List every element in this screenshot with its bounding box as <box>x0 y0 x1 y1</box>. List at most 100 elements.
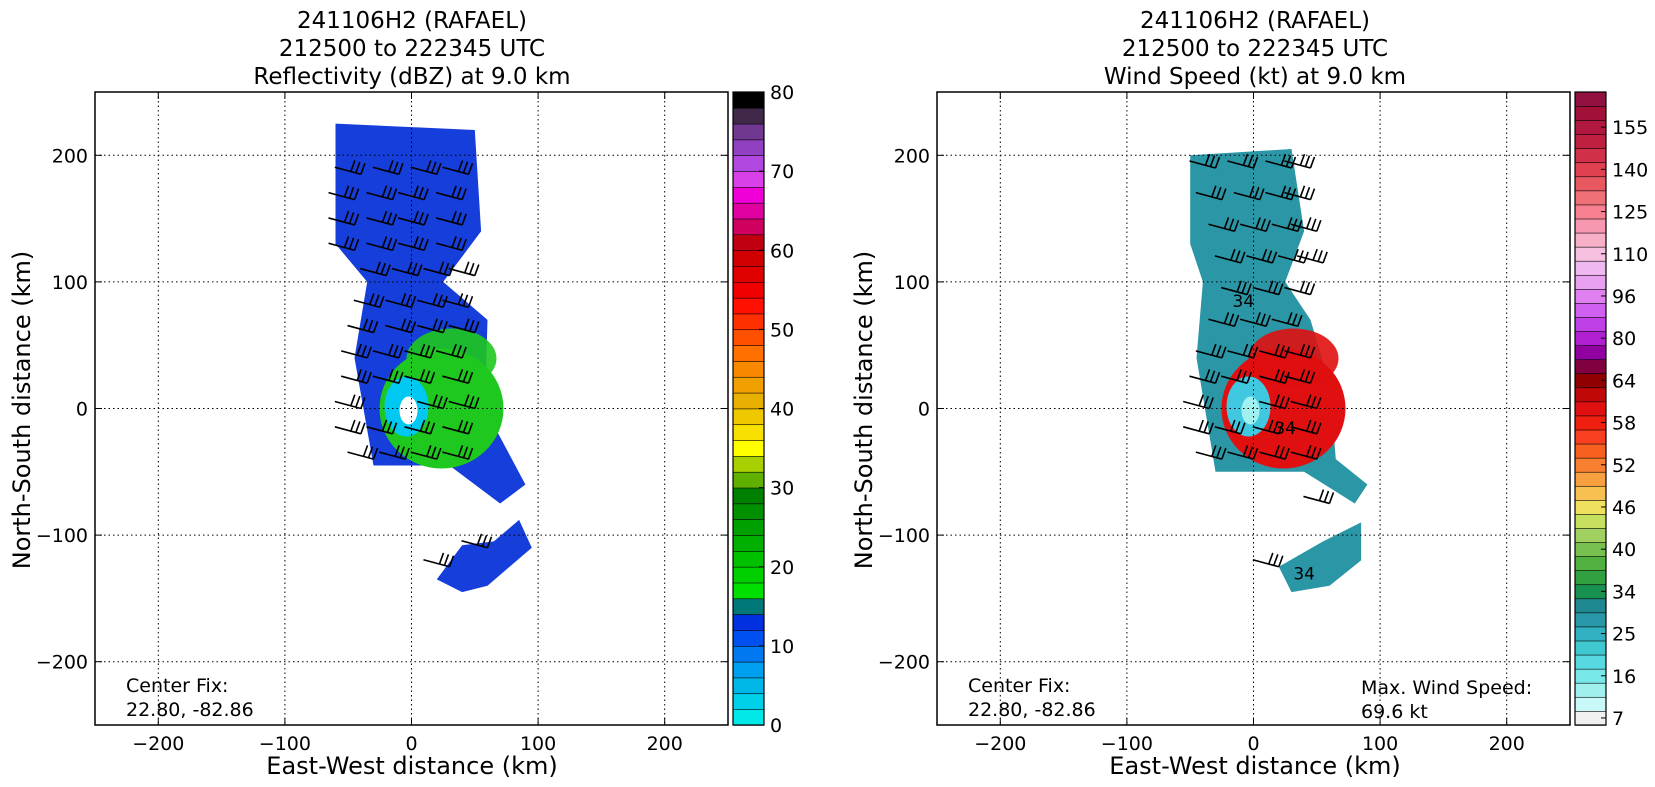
wind-barb-flag <box>1214 156 1221 169</box>
wind-barb-flag <box>398 346 404 359</box>
colorbar-cell <box>732 202 765 220</box>
colorbar-tick-label: 10 <box>770 636 794 658</box>
eye-core <box>1241 396 1260 425</box>
wind-barb-flag <box>467 422 474 435</box>
colorbar-cell <box>1574 302 1607 318</box>
wind-barb-flag <box>388 369 394 381</box>
wind-barb-flag <box>457 419 464 432</box>
wind-barb <box>1239 312 1271 327</box>
wind-barb-flag <box>424 421 431 433</box>
wind-barb-flag <box>469 262 475 275</box>
wind-barb-flag <box>1311 446 1317 459</box>
wind-barb <box>435 236 467 252</box>
colorbar-cell <box>1574 471 1607 487</box>
colorbar-cell <box>732 598 765 615</box>
wind-barb-flag <box>1292 218 1298 231</box>
wind-barb <box>410 160 442 176</box>
center-fix-annotation: Center Fix: 22.80, -82.86 <box>968 675 1096 721</box>
wind-barb <box>1284 369 1316 384</box>
wind-barb-flag <box>353 188 360 200</box>
wind-barb <box>353 293 385 308</box>
wind-barb-flag <box>1274 369 1280 381</box>
colorbar-tick-label: 96 <box>1612 286 1636 308</box>
wind-barb-flag <box>1299 185 1306 198</box>
wind-barb-flag <box>442 397 448 409</box>
wind-barb <box>461 533 493 549</box>
wind-barb-flag <box>438 552 445 565</box>
wind-barb-flag <box>461 188 467 200</box>
colorbar-cell <box>1574 232 1607 248</box>
colorbar-cell <box>1574 133 1607 149</box>
x-tick-label: 100 <box>520 733 556 755</box>
wind-barb <box>334 160 366 176</box>
wind-barb-flag <box>1221 346 1227 359</box>
wind-barb-flag <box>438 261 445 274</box>
wind-barb-flag <box>476 533 483 546</box>
center-fix-value: 22.80, -82.86 <box>968 699 1096 721</box>
wind-barb-flag <box>360 163 366 175</box>
wind-barb <box>1271 217 1303 233</box>
wind-barb-flag <box>374 294 380 307</box>
wind-barb-flag <box>1203 395 1209 408</box>
colorbar-cell <box>732 534 765 552</box>
wind-barb <box>1290 217 1322 233</box>
colorbar-tick-label: 0 <box>770 715 782 737</box>
panel-title: 241106H2 (RAFAEL) 212500 to 222345 UTC R… <box>253 8 570 90</box>
wind-barb-flag <box>419 343 426 356</box>
colorbar-tick-label: 40 <box>770 399 794 421</box>
colorbar-tick-label: 70 <box>770 161 794 183</box>
wind-barb-flag <box>431 446 437 459</box>
wind-barb-flag <box>366 346 372 359</box>
x-tick-label: 0 <box>1247 733 1259 755</box>
wind-barb <box>416 394 448 410</box>
x-tick-label: 200 <box>1489 733 1525 755</box>
wind-barb-flag <box>461 346 467 359</box>
wind-barb-flag <box>1290 156 1297 169</box>
wind-barb-flag <box>1299 280 1306 293</box>
wind-barb-flag <box>380 262 386 275</box>
wind-barb-flag <box>1241 370 1247 383</box>
wind-barb-flag <box>1309 156 1316 169</box>
wind-barb-flag <box>1246 283 1252 295</box>
y-axis-label: North-South distance (km) <box>8 251 36 570</box>
wind-barb <box>1303 489 1335 505</box>
wind-barb-flag <box>1203 421 1209 433</box>
wind-barb-flag <box>451 185 457 198</box>
colorbar-cell <box>732 424 765 441</box>
wind-barb-flag <box>1211 185 1217 198</box>
colorbar-cell <box>732 629 765 647</box>
x-tick-label: 0 <box>405 733 417 755</box>
wind-barb-flag <box>372 447 379 460</box>
colorbar-cell <box>1574 147 1607 164</box>
colorbar-cell <box>732 582 765 600</box>
colorbar-tick-label: 155 <box>1612 117 1648 139</box>
y-tick-label: −200 <box>878 652 930 674</box>
wind-barb-flag <box>443 262 450 275</box>
wind-barb <box>448 394 480 410</box>
wind-barb-flag <box>467 371 474 384</box>
wind-barb <box>1227 153 1259 169</box>
wind-barb-flag <box>1280 153 1287 166</box>
wind-barb-flag <box>1316 219 1322 232</box>
wind-barb-flag <box>393 370 399 383</box>
field-region-southband <box>436 519 532 593</box>
wind-barb-flag <box>1240 251 1246 264</box>
wind-barb-flag <box>1322 251 1328 264</box>
wind-barb-flag <box>486 536 493 549</box>
wind-barb <box>1284 185 1316 201</box>
colorbar-cell <box>732 297 765 315</box>
colorbar-cell <box>1574 190 1607 206</box>
wind-barb-flag <box>1255 312 1261 324</box>
wind-barb <box>423 552 455 568</box>
wind-barb-flag <box>343 236 350 248</box>
wind-barb-flag <box>1309 346 1316 359</box>
colorbar-cell <box>1574 598 1607 614</box>
wind-barb-flag <box>1292 313 1298 326</box>
y-tick-label: −200 <box>36 652 88 674</box>
colorbar-cell <box>1574 176 1607 192</box>
max-wind-value: 69.6 kt <box>1361 701 1428 723</box>
colorbar-cell <box>732 408 765 426</box>
wind-barb-flag <box>1299 343 1306 356</box>
wind-barb <box>372 369 404 384</box>
wind-barb-flag <box>1221 188 1227 200</box>
